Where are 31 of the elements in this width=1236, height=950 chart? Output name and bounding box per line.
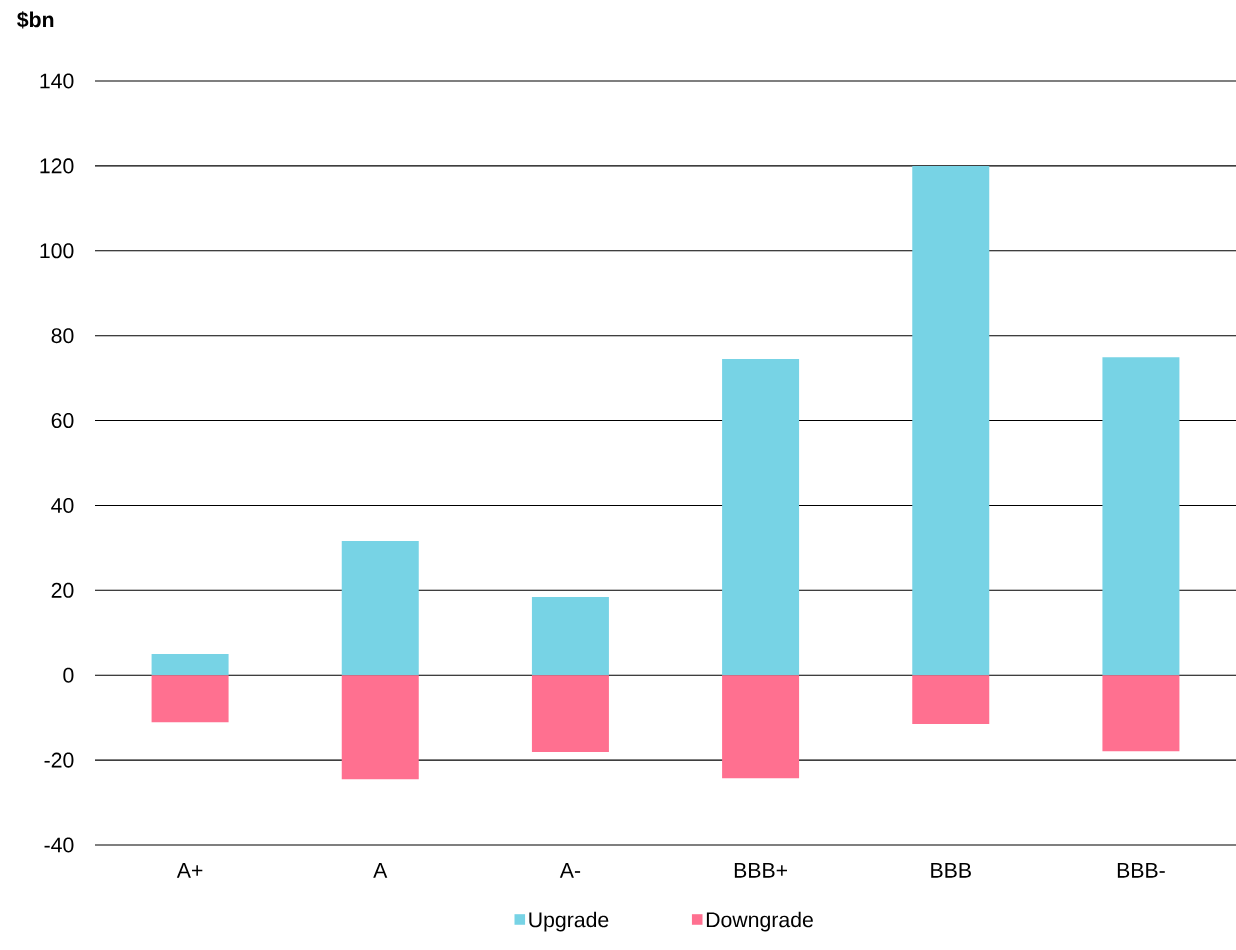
- bar: [912, 165, 990, 676]
- y-tick-label: 80: [51, 328, 74, 344]
- y-tick-label: 0: [63, 667, 74, 683]
- x-tick-label: A-: [559, 863, 581, 878]
- y-tick-label: -40: [44, 837, 74, 853]
- y-axis-title: $bn: [17, 11, 54, 29]
- bar: [341, 675, 419, 780]
- bar: [531, 597, 609, 676]
- bar: [151, 675, 229, 723]
- y-tick-label: 100: [40, 243, 74, 259]
- legend-label: Upgrade: [529, 911, 609, 932]
- y-tick-label: 60: [51, 413, 74, 429]
- x-tick-label: A+: [176, 863, 203, 878]
- x-tick-label: BBB: [931, 863, 971, 878]
- x-tick-label: A: [373, 863, 388, 878]
- bar: [722, 359, 800, 676]
- y-tick-label: 20: [51, 582, 74, 598]
- bar: [1102, 357, 1180, 676]
- bar: [341, 541, 419, 676]
- y-tick-label: 140: [40, 73, 74, 89]
- x-tick-label: BBB+: [734, 863, 787, 878]
- legend-label: Downgrade: [706, 911, 813, 932]
- y-tick-label: 120: [40, 158, 74, 174]
- bar: [531, 675, 609, 753]
- x-tick-label: BBB-: [1117, 863, 1165, 878]
- y-tick-label: -20: [44, 752, 74, 768]
- bar: [151, 654, 229, 676]
- bar: [1102, 675, 1180, 752]
- bar: [722, 675, 800, 779]
- y-tick-label: 40: [51, 497, 74, 513]
- bar: [912, 675, 990, 725]
